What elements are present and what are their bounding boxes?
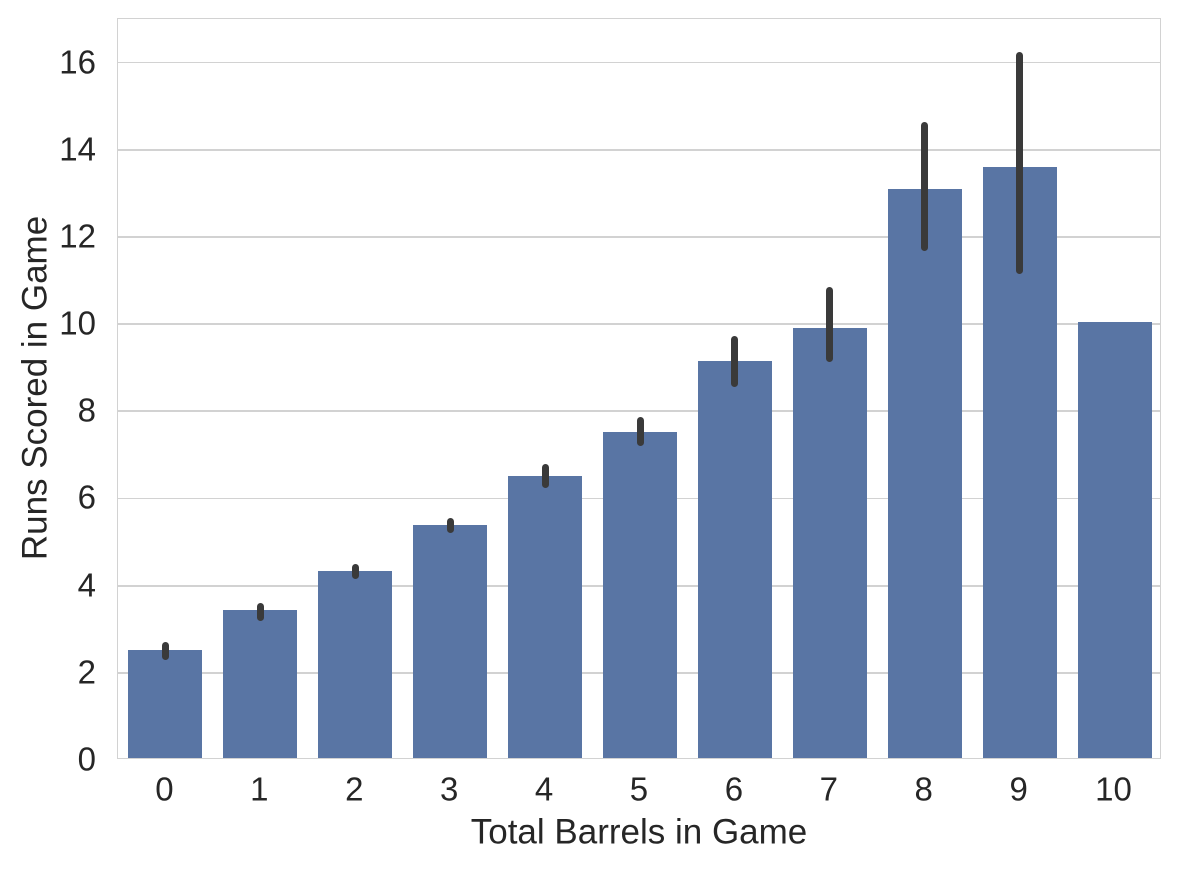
y-tick-label: 12 [59, 217, 96, 255]
x-tick-label: 1 [250, 770, 269, 808]
bar [697, 361, 772, 758]
y-tick-label: 16 [59, 43, 96, 81]
error-bar [826, 287, 834, 362]
x-tick-label: 10 [1095, 770, 1132, 808]
x-tick-label: 4 [534, 770, 554, 808]
error-bar [446, 518, 454, 534]
bar [318, 570, 393, 758]
plot-area [117, 18, 1161, 759]
y-tick-label: 2 [77, 653, 96, 691]
x-tick-label: 0 [155, 770, 174, 808]
bar [128, 650, 203, 758]
bar [887, 189, 962, 758]
x-tick-label: 6 [724, 770, 744, 808]
gridline [118, 148, 1160, 151]
x-tick-label: 5 [629, 770, 649, 808]
error-bar [1016, 51, 1024, 274]
y-tick-label: 8 [77, 391, 96, 429]
bar [1077, 322, 1152, 758]
x-tick-label: 2 [345, 770, 364, 808]
y-tick-label: 4 [77, 566, 96, 604]
gridline [118, 410, 1160, 413]
x-tick-label: 8 [914, 770, 933, 808]
gridline [118, 236, 1160, 238]
error-bar [731, 336, 739, 388]
bar [792, 328, 867, 758]
bar [508, 476, 583, 758]
x-tick-label: 9 [1009, 770, 1028, 808]
error-bar [351, 563, 359, 580]
error-bar [161, 642, 169, 660]
bar [413, 524, 488, 758]
gridline [118, 61, 1160, 64]
bar [223, 610, 298, 758]
x-tick-label: 7 [819, 770, 838, 808]
x-axis-title: Total Barrels in Game [470, 812, 808, 852]
x-tick-label: 3 [439, 770, 459, 808]
bar [602, 432, 677, 758]
error-bar [921, 122, 929, 252]
error-bar [541, 463, 549, 488]
gridline [118, 323, 1160, 325]
y-tick-label: 6 [77, 478, 96, 516]
error-bar [636, 416, 644, 447]
error-bar [256, 603, 264, 621]
y-tick-label: 10 [59, 304, 96, 342]
y-tick-label: 14 [59, 130, 96, 168]
y-tick-label: 0 [77, 740, 96, 778]
